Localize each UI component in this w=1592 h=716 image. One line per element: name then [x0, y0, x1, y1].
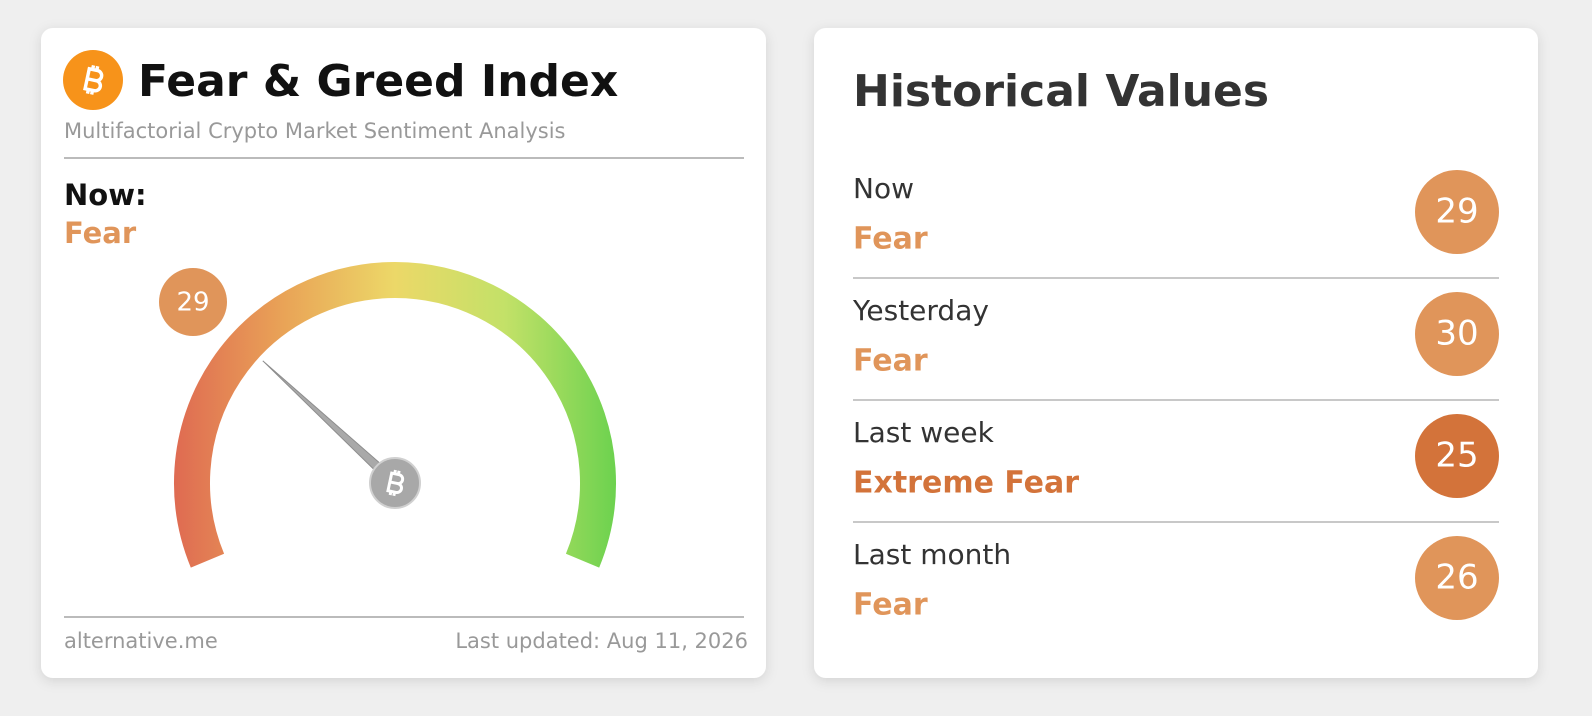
gauge-badge	[159, 268, 227, 336]
now-label: Now:	[64, 178, 147, 212]
hub-logo	[386, 469, 405, 497]
title: Fear & Greed Index	[138, 56, 618, 107]
value-badge	[1415, 536, 1499, 620]
value: 29	[1435, 192, 1478, 232]
status: Fear	[853, 222, 928, 257]
status: Fear	[853, 344, 928, 379]
period: Now	[853, 172, 914, 205]
period: Last month	[853, 538, 1011, 571]
status: Extreme Fear	[853, 466, 1079, 501]
subtitle: Multifactorial Crypto Market Sentiment A…	[64, 119, 566, 143]
gauge: 29	[159, 262, 616, 568]
history-card	[814, 28, 1538, 678]
value-badge	[1415, 414, 1499, 498]
value-badge	[1415, 170, 1499, 254]
history-title: Historical Values	[853, 66, 1269, 117]
gauge-arc	[174, 262, 616, 568]
now-status: Fear	[64, 216, 137, 250]
history-list: Now Fear 29 Yesterday Fear 30 Last week Extreme…	[852, 170, 1499, 623]
hub-logo-mark	[386, 469, 405, 497]
value: 25	[1435, 436, 1478, 476]
source: alternative.me	[64, 629, 218, 653]
period: Yesterday	[852, 294, 989, 327]
bitcoin-logo	[63, 50, 123, 110]
status: Fear	[853, 588, 928, 623]
last-updated: Last updated: Aug 11, 2026	[455, 629, 748, 653]
value: 30	[1435, 314, 1478, 354]
value: 26	[1435, 558, 1478, 598]
period: Last week	[853, 416, 995, 449]
value-badge	[1415, 292, 1499, 376]
gauge-value: 29	[176, 288, 209, 318]
